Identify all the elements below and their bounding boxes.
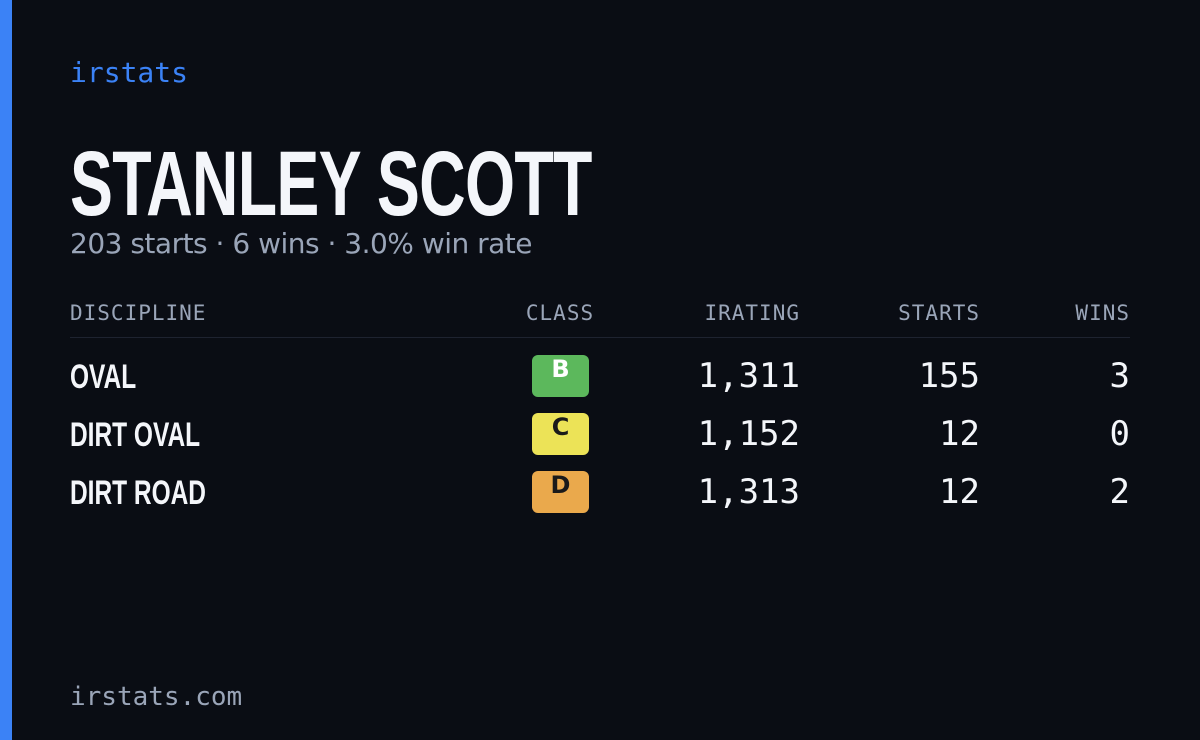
column-header: WINS <box>1075 301 1130 325</box>
class-badge: D <box>532 471 589 513</box>
discipline: DIRT ROAD <box>70 474 207 512</box>
column-header: IRATING <box>704 301 800 325</box>
column-header: STARTS <box>898 301 980 325</box>
stat-value: 1,313 <box>697 472 800 512</box>
stat-value: 155 <box>918 356 980 396</box>
footer: irstats.com <box>70 682 243 712</box>
header-rule <box>70 337 1130 338</box>
stat-value: 12 <box>939 472 980 512</box>
stat-value: 0 <box>1109 414 1130 454</box>
stat-value: 1,152 <box>697 414 800 454</box>
driver-summary: 203 starts · 6 wins · 3.0% win rate <box>70 227 533 260</box>
accent-bar <box>0 0 12 740</box>
stat-value: 12 <box>939 414 980 454</box>
stat-value: 1,311 <box>697 356 800 396</box>
class-badge: B <box>532 355 589 397</box>
discipline: OVAL <box>70 358 137 396</box>
column-header: CLASS <box>525 301 595 325</box>
stat-value: 3 <box>1109 356 1130 396</box>
discipline: DIRT OVAL <box>70 416 201 454</box>
class-badge: C <box>532 413 589 455</box>
brand: irstats <box>70 56 189 89</box>
column-header: DISCIPLINE <box>70 301 207 325</box>
driver-name: STANLEY SCOTT <box>70 133 592 235</box>
stat-value: 2 <box>1109 472 1130 512</box>
